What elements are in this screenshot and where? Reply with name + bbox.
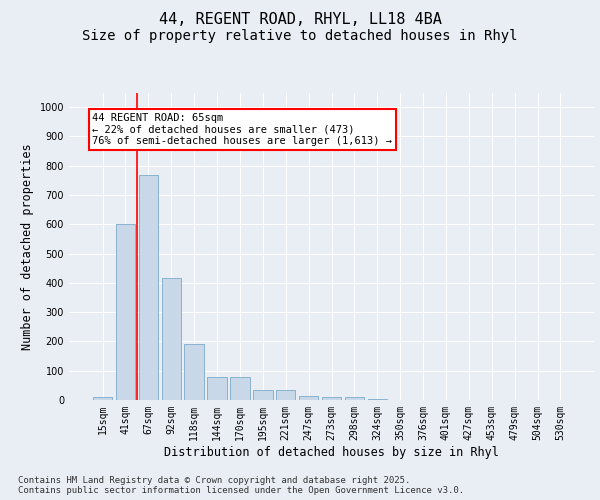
Text: Size of property relative to detached houses in Rhyl: Size of property relative to detached ho…	[82, 29, 518, 43]
Bar	[161, 278, 181, 400]
Bar	[184, 344, 204, 400]
Bar	[322, 397, 341, 400]
Bar	[93, 397, 112, 400]
Text: 44, REGENT ROAD, RHYL, LL18 4BA: 44, REGENT ROAD, RHYL, LL18 4BA	[158, 12, 442, 28]
Bar	[116, 224, 135, 400]
Bar	[139, 174, 158, 400]
Text: 44 REGENT ROAD: 65sqm
← 22% of detached houses are smaller (473)
76% of semi-det: 44 REGENT ROAD: 65sqm ← 22% of detached …	[92, 113, 392, 146]
Text: Contains HM Land Registry data © Crown copyright and database right 2025.
Contai: Contains HM Land Registry data © Crown c…	[18, 476, 464, 495]
Y-axis label: Number of detached properties: Number of detached properties	[21, 143, 34, 350]
Bar	[253, 390, 272, 400]
Bar	[299, 396, 319, 400]
Bar	[276, 390, 295, 400]
Bar	[208, 376, 227, 400]
Bar	[230, 376, 250, 400]
Bar	[344, 397, 364, 400]
Bar	[368, 398, 387, 400]
X-axis label: Distribution of detached houses by size in Rhyl: Distribution of detached houses by size …	[164, 446, 499, 458]
